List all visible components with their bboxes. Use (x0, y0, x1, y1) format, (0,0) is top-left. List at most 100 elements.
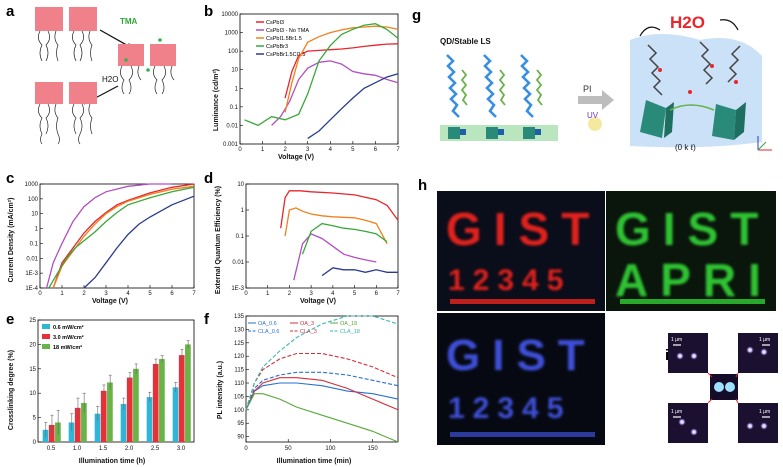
tma-label: TMA (120, 17, 138, 26)
chart-b-ytick-label: 0.01 (226, 123, 238, 129)
chart-d-ytick-label: 0.1 (236, 234, 245, 240)
chart-f-ytick-label: 95 (237, 421, 244, 427)
chart-d-xtick-label: 3 (309, 291, 313, 297)
chart-b-xlabel: Voltage (V) (278, 154, 314, 161)
chart-c-ytick-label: 100 (28, 197, 39, 203)
chart-f-legend-item: OA_18 (330, 321, 357, 327)
crystal-plane-label: (0 k ℓ) (675, 143, 696, 152)
chart-d-xtick-label: 6 (375, 291, 379, 297)
chart-c-ytick-label: 1 (35, 227, 39, 233)
chart-e-xlabel: Illumination time (h) (79, 458, 146, 465)
chart-e-legend-item: 18 mW/cm² (42, 344, 82, 351)
ligand-chains (72, 30, 93, 62)
chart-b-xtick-label: 0 (238, 147, 242, 153)
chart-d-series-line (280, 190, 399, 229)
panel-label-d: d (204, 170, 213, 187)
chart-f-legend-item: CLA_3 (290, 329, 317, 335)
svg-text:18 mW/cm²: 18 mW/cm² (53, 344, 82, 351)
chart-b-series-line (307, 73, 399, 139)
svg-text:CLA_3: CLA_3 (300, 329, 317, 335)
chart-c-xtick-label: 7 (192, 291, 196, 297)
chart-f-ylabel: PL intensity (a.u.) (217, 361, 224, 419)
chart-c-series-line (52, 185, 195, 289)
chart-d-xtick-label: 5 (353, 291, 357, 297)
chart-e-bar (178, 355, 185, 442)
chart-e-xtick-label: 2.5 (151, 446, 160, 452)
green-photo-text-row2: APRI (615, 254, 773, 306)
panel-label-g: g (412, 7, 421, 24)
chart-e-bar (107, 382, 113, 442)
chart-e-bar (146, 397, 153, 442)
chart-e-bar (81, 402, 87, 442)
chart-b-xtick-label: 4 (329, 147, 333, 153)
nanocrystal-block (35, 7, 63, 31)
chart-f-xtick-label: 50 (285, 446, 292, 452)
chart-c-xtick-label: 1 (60, 291, 64, 297)
luminance-chart: Luminance (cd/m²) Voltage (V) CsPbI3 CsP… (213, 12, 400, 161)
chart-c-plot-frame (39, 183, 195, 289)
pl-intensity-chart: PL intensity (a.u.) Illumination time (m… (217, 314, 399, 465)
chart-e-ytick-label: 5 (33, 416, 37, 422)
chart-c-ytick-label: 1000 (25, 182, 39, 188)
chart-e-xtick-label: 2.0 (125, 446, 134, 452)
chart-e-legend-item: 3.0 mW/cm² (42, 334, 84, 341)
chart-e-xtick-label: 1.5 (99, 446, 108, 452)
green-photo-text-row1: GIST (615, 203, 770, 255)
chart-c-xtick-label: 6 (170, 291, 174, 297)
chart-d-series-line (301, 222, 388, 255)
chart-b-series-line (284, 25, 399, 113)
chart-e-ytick-label: 0 (33, 440, 37, 446)
axis-triad-icon (757, 136, 772, 151)
uv-label: UV (587, 111, 599, 120)
chart-f-ytick-label: 130 (234, 327, 245, 333)
micrograph-center (710, 374, 738, 400)
chart-f-legend-item: OA_0.6 (248, 321, 277, 327)
chart-d-ylabel: External Quantum Efficiency (%) (215, 186, 222, 294)
chart-e-xtick-label: 0.5 (47, 446, 56, 452)
chart-f-ytick-label: 105 (234, 394, 245, 400)
chart-c-xlabel: Voltage (V) (92, 298, 128, 305)
chart-f-ytick-label: 125 (234, 341, 245, 347)
chart-e-bar (172, 387, 179, 442)
connector-line (735, 372, 739, 378)
chart-e-bar (120, 403, 127, 442)
chart-e-bar (74, 407, 81, 442)
chart-c-ytick-label: 0.01 (26, 256, 38, 262)
chart-d-xtick-label: 1 (266, 291, 270, 297)
nanocrystal-block (35, 82, 63, 104)
panel-g-schematic: QD/Stable LS PI UV H2O (440, 13, 772, 152)
red-photo-text-row1: GIST (446, 203, 601, 255)
chart-b-legend-item: CsPbI3 - No TMA (256, 28, 309, 34)
chart-b-xtick-label: 6 (374, 147, 378, 153)
chart-f-legend: OA_0.6 OA_3 OA_18 CLA_0.6 CLA_3 CLA_18 (248, 321, 360, 335)
chart-f-xtick-label: 0 (244, 446, 248, 452)
curved-arrow-left (639, 26, 661, 37)
chart-c-ytick-label: 1E-3 (25, 271, 38, 277)
chart-e-ylabel: Crosslinking degree (%) (8, 350, 15, 430)
chart-d-ytick-label: 10 (237, 182, 244, 188)
chart-f-xtick-label: 100 (325, 446, 336, 452)
eqe-chart: External Quantum Efficiency (%) Voltage … (215, 182, 400, 305)
chart-d-xtick-label: 4 (331, 291, 335, 297)
panel-i-micrographs: 1 μm 1 μm 1 μm 1 μm (668, 333, 778, 443)
chart-e-bar (126, 377, 133, 442)
ligand-chains (38, 30, 59, 62)
tma-molecule (146, 68, 150, 72)
current-density-chart: Current Density (mA/cm²) Voltage (V) 0 1 2… (8, 182, 196, 305)
uv-light-icon (588, 117, 602, 131)
ligand-chains (38, 103, 93, 145)
panel-a-schematic: TMA H2O (35, 7, 176, 145)
chart-c-xtick-label: 5 (148, 291, 152, 297)
chart-b-legend-item: CsPbBr3 (256, 44, 288, 50)
chart-e-bar (100, 390, 107, 442)
scale-bar-label: 1 μm (671, 337, 682, 343)
red-emission-photo (437, 191, 605, 311)
chart-f-series-line (245, 393, 399, 443)
ligand-chains (120, 65, 175, 95)
chart-b-legend-item: CsPbI3 (256, 20, 284, 26)
svg-text:CLA_0.6: CLA_0.6 (258, 329, 279, 335)
chart-f-ytick-label: 90 (237, 435, 244, 441)
nanocrystal-block (150, 44, 176, 66)
chart-e-bar (185, 344, 191, 442)
